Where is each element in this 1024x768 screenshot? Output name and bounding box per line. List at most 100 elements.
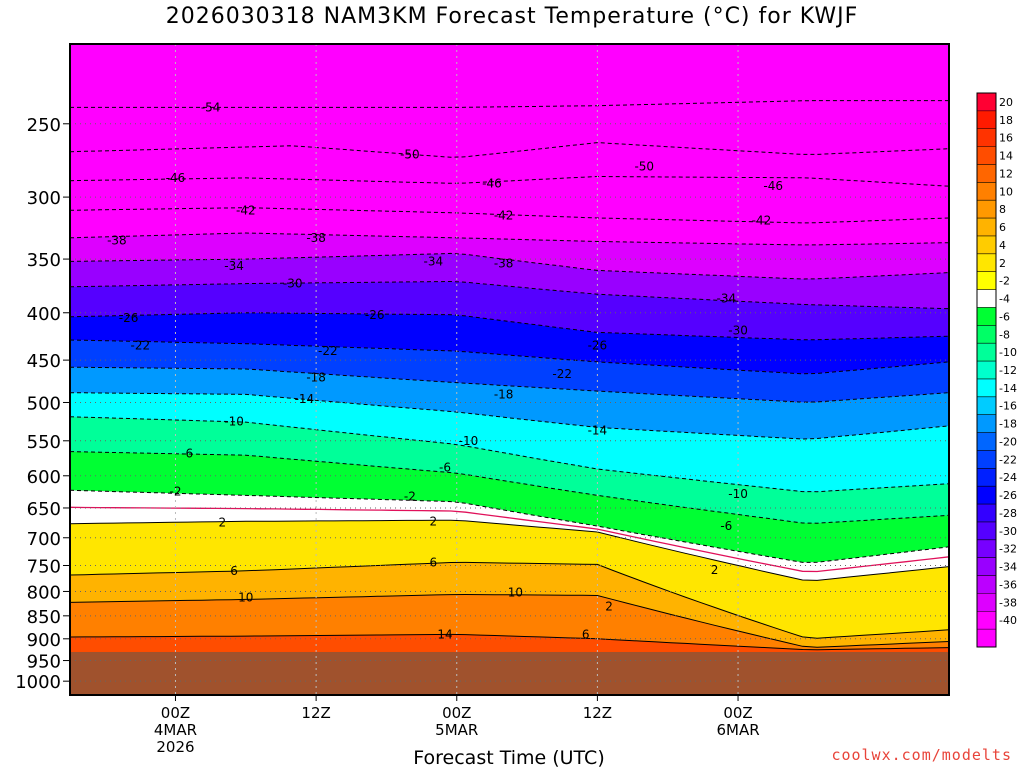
- x-tick-label: 12Z: [583, 704, 612, 722]
- colorbar-label: -36: [999, 578, 1017, 591]
- temperature-band: [70, 312, 949, 374]
- colorbar-label: 10: [999, 185, 1013, 198]
- temperature-band: [70, 367, 949, 439]
- colorbar-segment: [977, 629, 996, 648]
- contour-label: -34: [424, 254, 444, 268]
- y-tick-label: 550: [27, 432, 61, 453]
- temperature-band: [70, 490, 949, 581]
- contour-label: -54: [201, 100, 221, 114]
- colorbar-segment: [977, 575, 996, 594]
- contour-label: -22: [552, 367, 572, 381]
- y-tick-label: 250: [27, 115, 61, 136]
- contour-label: -50: [400, 148, 420, 162]
- colorbar-label: 16: [999, 132, 1013, 145]
- contour-label: -14: [295, 392, 315, 406]
- contour-label: -26: [119, 311, 139, 325]
- colorbar-label: -12: [999, 364, 1017, 377]
- contour-label: -6: [439, 461, 451, 475]
- x-tick-label: 2026: [156, 738, 194, 756]
- contour-label: -26: [365, 308, 385, 322]
- contour-label: -22: [318, 344, 338, 358]
- temperature-band: [70, 416, 949, 524]
- colorbar-label: -26: [999, 489, 1017, 502]
- y-tick-label: 950: [27, 652, 61, 673]
- contour-label: -38: [107, 233, 127, 247]
- chart-title: 2026030318 NAM3KM Forecast Temperature (…: [165, 4, 859, 29]
- colorbar-segment: [977, 468, 996, 487]
- y-tick-label: 450: [27, 351, 61, 372]
- colorbar-segment: [977, 361, 996, 380]
- isotherm-line: [70, 561, 949, 639]
- contour-label: -46: [482, 176, 502, 190]
- colorbar-segment: [977, 93, 996, 112]
- contour-label: -10: [459, 434, 479, 448]
- colorbar-label: -38: [999, 596, 1017, 609]
- colorbar-segment: [977, 343, 996, 362]
- colorbar-segment: [977, 450, 996, 469]
- y-tick-label: 750: [27, 557, 61, 578]
- x-tick-label: 12Z: [301, 704, 330, 722]
- contour-label: -26: [588, 339, 608, 353]
- colorbar-segment: [977, 378, 996, 398]
- contour-label: -38: [306, 231, 326, 245]
- colorbar-label: -30: [999, 525, 1017, 538]
- colorbar-segment: [977, 235, 996, 255]
- isotherm-line: [70, 451, 949, 524]
- colorbar-segment: [977, 539, 996, 559]
- temperature-band: [70, 207, 949, 245]
- contour-label: -30: [728, 323, 748, 337]
- y-tick-label: 350: [27, 250, 61, 271]
- colorbar-segment: [977, 504, 996, 523]
- y-tick-label: 1000: [15, 672, 61, 693]
- colorbar-label: -14: [999, 382, 1017, 395]
- x-tick-label: 5MAR: [435, 721, 478, 739]
- contour-label: 6: [230, 564, 238, 578]
- temperature-band: [70, 520, 949, 639]
- colorbar-segment: [977, 128, 996, 148]
- contour-label: -2: [404, 490, 416, 504]
- x-tick-label: 00Z: [442, 704, 471, 722]
- colorbar-label: 18: [999, 114, 1013, 127]
- y-tick-label: 600: [27, 467, 61, 488]
- colorbar-label: -40: [999, 614, 1017, 627]
- colorbar-label: -32: [999, 543, 1017, 556]
- x-tick-label: 6MAR: [716, 721, 759, 739]
- colorbar-segment: [977, 218, 996, 237]
- contour-label: -6: [181, 447, 193, 461]
- colorbar-segment: [977, 182, 996, 201]
- x-axis-label: Forecast Time (UTC): [413, 747, 604, 768]
- colorbar-segment: [977, 611, 996, 630]
- colorbar-segment: [977, 593, 996, 612]
- contour-label: 2: [605, 599, 613, 613]
- temperature-band: [70, 392, 949, 492]
- colorbar-segment: [977, 146, 996, 165]
- temperature-band: [70, 100, 949, 158]
- contour-label: -22: [131, 339, 151, 353]
- y-tick-label: 500: [27, 393, 61, 414]
- colorbar-label: 8: [999, 203, 1006, 216]
- contour-label: -38: [494, 257, 514, 271]
- y-tick-label: 850: [27, 607, 61, 628]
- contour-label: 14: [437, 627, 452, 641]
- contour-label: 10: [508, 585, 523, 599]
- colorbar-segment: [977, 289, 996, 308]
- colorbar-segment: [977, 432, 996, 451]
- y-tick-label: 300: [27, 188, 61, 209]
- colorbar-label: 4: [999, 239, 1006, 252]
- contour-label: -30: [283, 277, 303, 291]
- contour-label: 10: [238, 590, 253, 604]
- colorbar-frame: [976, 92, 997, 648]
- temperature-band: [70, 253, 949, 309]
- colorbar-segment: [977, 110, 996, 130]
- contour-label: -6: [720, 519, 732, 533]
- colorbar-label: 12: [999, 167, 1013, 180]
- temperature-band: [70, 562, 949, 648]
- colorbar-segment: [977, 396, 996, 416]
- isotherm-line: [70, 633, 949, 651]
- contour-label: -2: [169, 485, 181, 499]
- contour-label: 2: [429, 514, 437, 528]
- contour-label: -42: [494, 208, 514, 222]
- isotherm-line: [70, 593, 949, 648]
- colorbar-segment: [977, 253, 996, 273]
- colorbar-segment: [977, 486, 996, 505]
